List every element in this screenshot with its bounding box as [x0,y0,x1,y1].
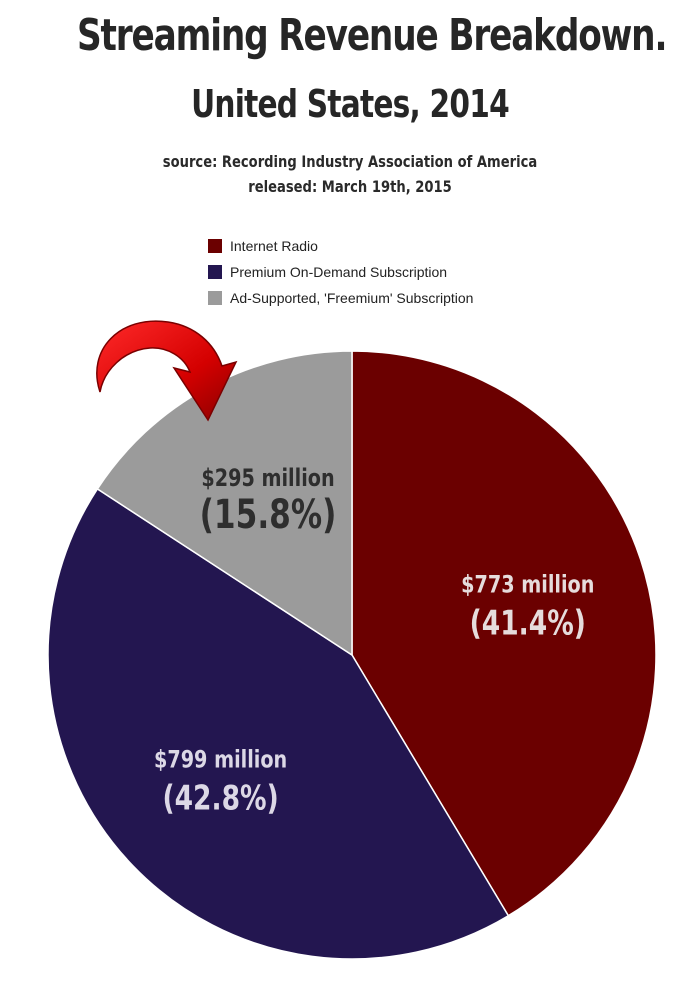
slice-premium [47,487,510,960]
data-label-amount-internet-radio: $773 million [461,571,594,599]
chart-subtitle: United States, 2014 [191,82,510,126]
legend-item-premium: Premium On-Demand Subscription [208,259,473,285]
red-curved-arrow-icon [96,320,238,422]
legend-label-freemium: Ad-Supported, 'Freemium' Subscription [230,290,474,306]
legend-label-internet-radio: Internet Radio [230,238,318,254]
chart-title: Streaming Revenue Breakdown. [77,10,667,61]
source-note: source: Recording Industry Association o… [162,152,538,171]
data-label-percent-freemium: (15.8%) [200,492,337,538]
data-label-amount-premium: $799 million [154,747,287,775]
legend-item-freemium: Ad-Supported, 'Freemium' Subscription [208,285,473,311]
data-label-percent-internet-radio: (41.4%) [470,604,586,643]
legend-swatch-freemium [208,291,222,305]
data-label-percent-premium: (42.8%) [162,779,278,818]
release-date: released: March 19th, 2015 [248,177,452,196]
data-label-amount-freemium: $295 million [201,465,334,493]
legend-swatch-premium [208,265,222,279]
legend-item-internet-radio: Internet Radio [208,233,473,259]
legend-label-premium: Premium On-Demand Subscription [230,264,448,280]
slice-internet-radio [351,350,657,917]
legend: Internet Radio Premium On-Demand Subscri… [208,233,473,311]
legend-swatch-internet-radio [208,239,222,253]
